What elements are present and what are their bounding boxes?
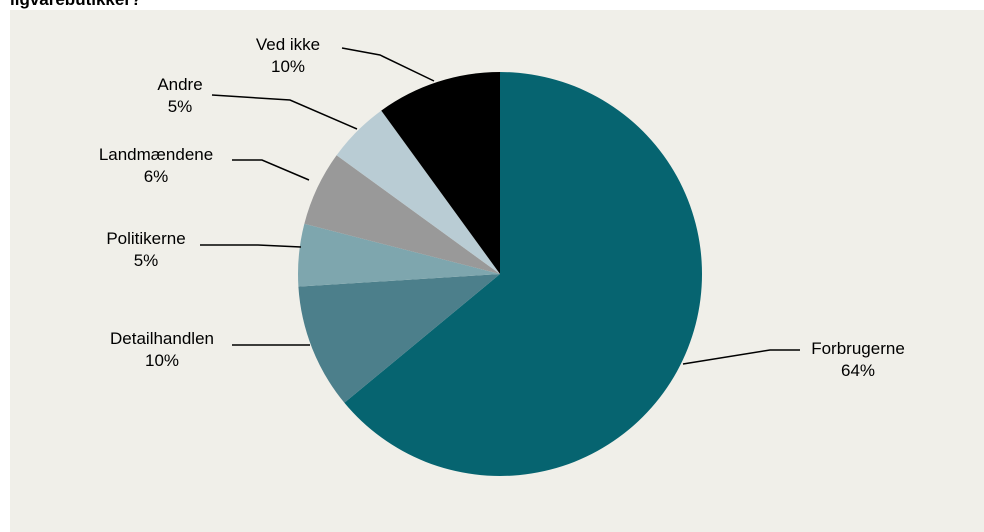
pie-slice-ved-ikke xyxy=(381,72,500,274)
slice-value-forbrugerne: 64% xyxy=(841,361,875,380)
pie-slices xyxy=(298,72,703,477)
slice-value-politikerne: 5% xyxy=(134,251,159,270)
slice-label-politikerne: Politikerne xyxy=(106,229,185,248)
leader-line-ved-ikke xyxy=(341,47,435,82)
pie-slice-andre xyxy=(336,110,500,274)
leader-line-andre xyxy=(211,94,358,130)
pie-slice-detailhandlen xyxy=(298,274,500,403)
slice-label-ved-ikke: Ved ikke xyxy=(256,35,320,54)
pie-slice-politikerne xyxy=(298,223,500,287)
slice-label-landmaendene: Landmændene xyxy=(99,145,213,164)
pie-slice-forbrugerne xyxy=(344,72,703,477)
slice-value-ved-ikke: 10% xyxy=(271,57,305,76)
leader-line-landmaendene xyxy=(232,159,310,181)
slice-label-detailhandlen: Detailhandlen xyxy=(110,329,214,348)
slice-label-andre: Andre xyxy=(157,75,202,94)
slice-label-forbrugerne: Forbrugerne xyxy=(811,339,905,358)
pie-slice-landmaendene xyxy=(304,155,500,274)
leader-line-forbrugerne xyxy=(682,349,800,365)
pie-labels: Forbrugerne 64% Detailhandlen 10% Politikern… xyxy=(99,35,905,380)
slice-value-andre: 5% xyxy=(168,97,193,116)
slice-value-landmaendene: 6% xyxy=(144,167,169,186)
slice-value-detailhandlen: 10% xyxy=(145,351,179,370)
chart-title: ligvarebutikker? xyxy=(10,0,141,10)
leader-line-politikerne xyxy=(200,244,302,248)
